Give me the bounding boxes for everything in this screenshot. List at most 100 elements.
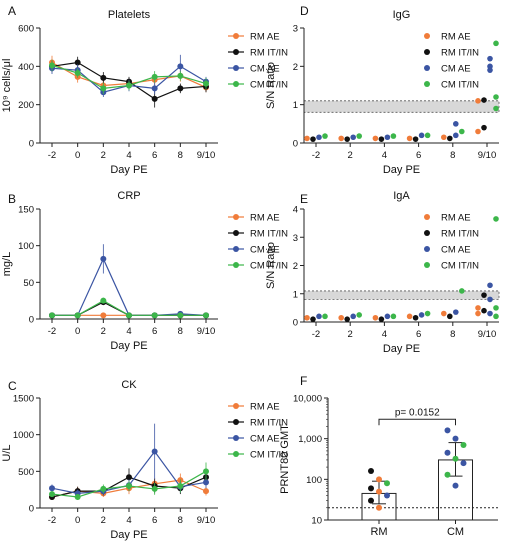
legend-label: RM IT/IN — [250, 48, 288, 59]
legend-swatch — [424, 214, 430, 220]
data-point — [100, 312, 107, 319]
data-point — [406, 135, 413, 142]
data-point — [126, 312, 132, 319]
legend-label: CM IT/IN — [441, 261, 479, 272]
data-point — [316, 134, 322, 141]
y-tick-label: 0 — [293, 318, 298, 329]
data-point — [100, 74, 107, 81]
x-tick-label: 9/10 — [197, 150, 216, 161]
data-point — [441, 134, 447, 141]
data-point — [74, 312, 81, 319]
data-point — [424, 132, 431, 139]
legend-label: CM IT/IN — [250, 450, 288, 461]
data-point — [487, 282, 493, 289]
x-tick-label: 4 — [126, 150, 131, 161]
legend-swatch — [233, 33, 239, 39]
x-tick-label: -2 — [312, 150, 320, 161]
y-tick-label: 1000 — [13, 430, 34, 441]
y-tick-label: 3 — [293, 24, 298, 35]
legend-swatch — [424, 246, 430, 252]
x-axis-label: Day PE — [110, 164, 147, 176]
data-point — [203, 312, 209, 319]
y-tick-label: 0 — [293, 139, 298, 150]
y-tick-label: 500 — [18, 467, 34, 478]
panel-letter: C — [8, 379, 17, 393]
data-point — [441, 310, 447, 317]
data-point — [49, 312, 55, 319]
x-tick-label: 8 — [450, 150, 455, 161]
data-point — [481, 307, 487, 314]
data-point — [487, 55, 493, 62]
data-point — [493, 40, 499, 47]
y-tick-label: 200 — [18, 100, 34, 111]
chart-title: IgG — [393, 9, 411, 21]
x-axis-label: Day PE — [110, 340, 147, 352]
data-point — [151, 312, 158, 319]
data-point — [322, 313, 328, 320]
x-tick-label: 2 — [101, 150, 106, 161]
y-tick-label: 50 — [23, 278, 34, 289]
data-point — [460, 441, 467, 448]
legend-swatch — [233, 214, 239, 220]
data-point — [493, 305, 499, 311]
chart-title: CK — [121, 379, 137, 391]
x-tick-label: 6 — [416, 150, 421, 161]
x-tick-label: 0 — [75, 326, 80, 337]
legend-label: CM AE — [250, 434, 280, 445]
y-axis-label: S/N Ratio — [265, 62, 277, 109]
data-point — [74, 59, 81, 66]
data-point — [350, 313, 357, 320]
x-tick-label: 2 — [348, 329, 353, 340]
x-tick-label: -2 — [312, 329, 320, 340]
chart-title: IgA — [393, 190, 410, 202]
data-point — [475, 305, 481, 311]
legend-label: RM IT/IN — [250, 229, 288, 240]
data-point — [493, 216, 499, 222]
data-point — [126, 483, 132, 489]
data-point — [177, 85, 184, 92]
panel-a: A Platelets 0 200 400 600 -2 0 2 4 6 8 9/10 Day PE 10⁹… — [1, 4, 288, 176]
data-point — [453, 132, 459, 139]
legend-swatch — [233, 435, 239, 441]
data-point — [481, 124, 487, 131]
data-point — [350, 134, 357, 141]
data-point — [487, 310, 493, 317]
x-tick-label: 6 — [152, 326, 157, 337]
legend-swatch — [233, 451, 239, 457]
legend-swatch — [233, 49, 239, 55]
data-point — [304, 314, 310, 321]
panel-letter: E — [300, 192, 308, 206]
data-point — [378, 136, 385, 142]
x-tick-label: 8 — [450, 329, 455, 340]
data-point — [368, 468, 374, 475]
x-tick-label: 8 — [178, 515, 183, 526]
x-tick-label: -2 — [48, 326, 56, 337]
panel-letter: B — [8, 192, 16, 206]
y-tick-label: 0 — [29, 504, 34, 515]
legend-label: RM AE — [250, 213, 280, 224]
panel-letter: A — [8, 4, 16, 18]
y-tick-label: 1 — [293, 289, 298, 300]
x-axis-label: Day PE — [383, 164, 420, 176]
y-tick-label: 2 — [293, 261, 298, 272]
data-point — [444, 471, 451, 478]
legend-label: CM IT/IN — [250, 80, 288, 91]
data-point — [444, 427, 451, 434]
legend-swatch — [233, 246, 239, 252]
legend-label: CM AE — [250, 64, 280, 75]
x-tick-label: 9/10 — [478, 329, 497, 340]
data-point — [49, 485, 55, 492]
data-point — [151, 85, 158, 92]
data-point — [344, 136, 351, 142]
data-point — [203, 479, 209, 486]
data-point — [453, 121, 459, 127]
data-point — [412, 314, 419, 321]
legend-label: CM IT/IN — [441, 80, 479, 91]
data-point — [487, 296, 493, 303]
data-point — [316, 313, 322, 320]
y-tick-label: 600 — [18, 24, 34, 35]
x-tick-label: 4 — [126, 326, 131, 337]
data-point — [100, 485, 107, 492]
legend-label: RM IT/IN — [441, 229, 479, 240]
